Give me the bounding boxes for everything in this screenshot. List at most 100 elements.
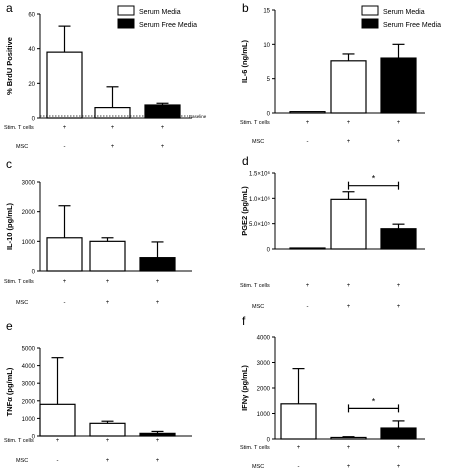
bar [94, 106, 131, 119]
y-tick-label: 2000 [22, 210, 36, 216]
y-axis-label: IL-6 (ng/mL) [240, 40, 249, 83]
y-tick-label: 3000 [22, 181, 36, 187]
bar [89, 240, 126, 272]
y-tick-label: 60 [28, 13, 35, 19]
y-tick-label: 5 [267, 77, 271, 83]
condition-sign: + [106, 279, 110, 285]
condition-row-label: Stim. T cells [4, 438, 34, 444]
condition-row-label: MSC [252, 139, 264, 145]
condition-sign: - [64, 144, 66, 150]
condition-sign: + [397, 139, 401, 145]
condition-sign: + [156, 438, 160, 444]
panel-b: b 0 5 10 15 IL-6 (ng/mL) Stim. T cells + + + MSC - +… [240, 1, 441, 145]
condition-sign: + [306, 283, 310, 289]
y-tick-label: 40 [28, 47, 35, 53]
condition-sign: + [347, 464, 351, 470]
y-tick-label: 10 [263, 43, 270, 49]
y-tick-label: 0 [267, 112, 271, 118]
panel-a: a 0 20 40 60 % BrdU Positive Baseline Stim. T c… [4, 1, 207, 150]
condition-row-label: Stim. T cells [4, 279, 34, 285]
condition-sign: + [161, 125, 165, 131]
condition-sign: + [111, 125, 115, 131]
bar [380, 427, 417, 440]
y-tick-label: 0 [32, 435, 36, 441]
panel-d: d 0 5.0×10⁵ 1.0×10⁶ 1.5×10⁶ PGE2 (pg/mL) * Stim… [240, 154, 425, 310]
legend-label: Serum Free Media [139, 22, 197, 29]
condition-sign: + [63, 279, 67, 285]
bar [330, 60, 367, 114]
legend-label: Serum Free Media [383, 22, 441, 29]
condition-sign: + [397, 120, 401, 126]
panel-letter: e [6, 319, 13, 333]
y-tick-label: 2000 [257, 387, 271, 393]
bar [46, 51, 83, 119]
condition-row-label: MSC [252, 304, 264, 310]
panel-letter: d [242, 154, 249, 168]
significance-star: * [372, 174, 376, 184]
condition-sign: + [106, 300, 110, 306]
condition-sign: + [106, 458, 110, 464]
condition-row-label: MSC [16, 144, 28, 150]
bar [89, 422, 126, 437]
y-tick-label: 1000 [22, 240, 36, 246]
condition-sign: - [307, 304, 309, 310]
condition-sign: + [56, 438, 60, 444]
legend-swatch [361, 5, 379, 16]
panel-c: c 0 1000 2000 3000 IL-10 (pg/mL) Stim. T cells… [4, 157, 192, 306]
bar [280, 403, 317, 440]
bar [139, 432, 176, 437]
bar [139, 257, 176, 272]
y-tick-label: 3000 [257, 361, 271, 367]
condition-sign: + [156, 279, 160, 285]
y-tick-label: 1.0×10⁶ [249, 196, 271, 203]
y-tick-label: 0 [32, 270, 36, 276]
condition-sign: + [397, 283, 401, 289]
condition-sign: + [63, 125, 67, 131]
y-tick-label: 4000 [22, 364, 36, 370]
y-tick-label: 4000 [257, 336, 271, 342]
condition-row-label: Stim. T cells [240, 283, 270, 289]
bar [144, 104, 181, 119]
condition-row-label: Stim. T cells [240, 120, 270, 126]
condition-sign: + [106, 438, 110, 444]
y-tick-label: 1000 [257, 412, 271, 418]
legend-label: Serum Media [139, 9, 181, 16]
y-axis-label: % BrdU Positive [5, 37, 14, 95]
condition-row-label: MSC [252, 464, 264, 470]
legend: Serum Media Serum Free Media [117, 5, 197, 29]
y-tick-label: 0 [267, 248, 271, 254]
legend-swatch [117, 5, 135, 16]
condition-sign: - [298, 464, 300, 470]
condition-sign: - [64, 300, 66, 306]
bar [380, 228, 417, 250]
significance-star: * [372, 396, 376, 406]
panel-f: f 0 1000 2000 3000 4000 IFNγ (pg/mL) * Stim. T c… [240, 314, 425, 470]
condition-sign: + [347, 304, 351, 310]
condition-sign: + [111, 144, 115, 150]
y-tick-label: 5000 [22, 347, 36, 353]
baseline-label: Baseline [189, 114, 207, 119]
legend-swatch [361, 18, 379, 29]
panel-letter: b [242, 1, 249, 15]
bar [39, 403, 76, 437]
condition-sign: + [397, 304, 401, 310]
y-axis-label: PGE2 (pg/mL) [240, 186, 249, 236]
condition-sign: + [347, 139, 351, 145]
condition-sign: + [306, 120, 310, 126]
panel-letter: c [6, 157, 12, 171]
legend-label: Serum Media [383, 9, 425, 16]
bar [46, 237, 83, 272]
condition-sign: + [347, 445, 351, 451]
y-tick-label: 20 [28, 82, 35, 88]
condition-sign: - [307, 139, 309, 145]
legend-swatch [117, 18, 135, 29]
panel-letter: a [6, 1, 13, 15]
bar [289, 111, 326, 114]
y-tick-label: 0 [267, 438, 271, 444]
y-axis-label: IL-10 (pg/mL) [5, 202, 14, 250]
y-tick-label: 1000 [22, 417, 36, 423]
bar [289, 247, 326, 250]
bar [330, 198, 367, 250]
y-tick-label: 15 [263, 9, 270, 15]
